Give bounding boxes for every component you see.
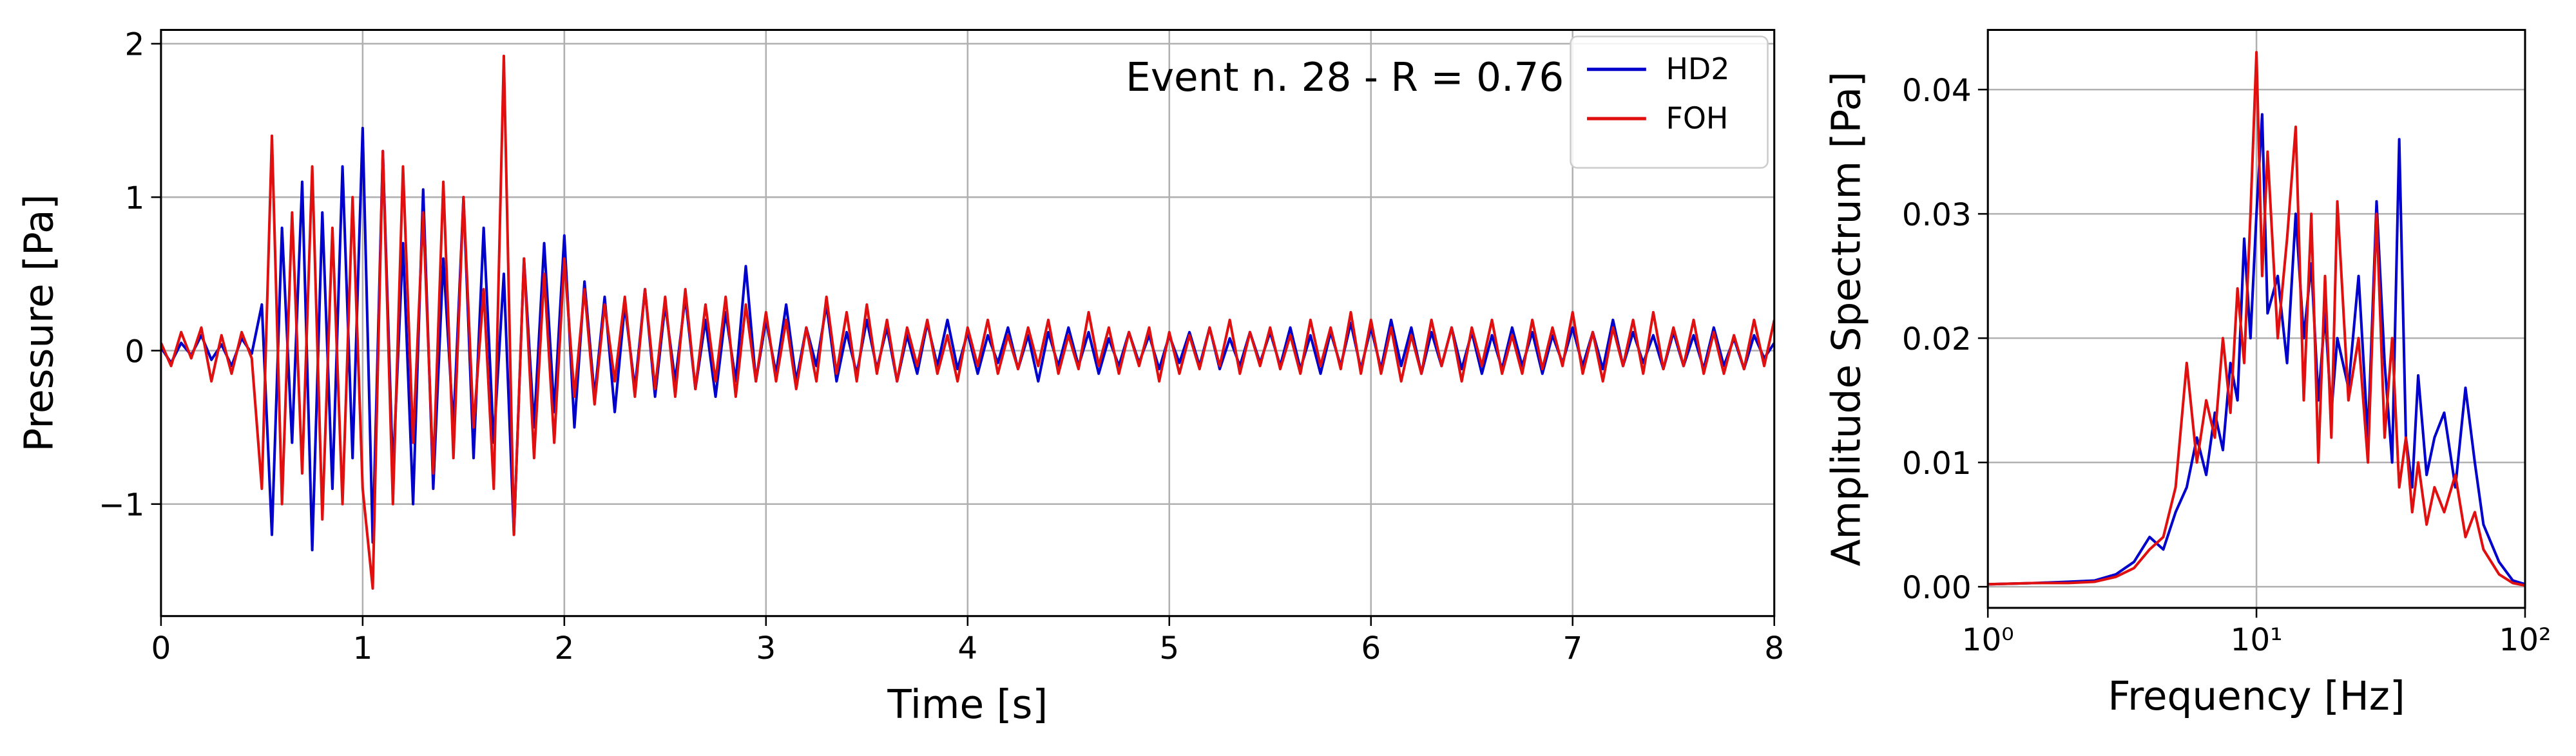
y-axis-label: Pressure [Pa] bbox=[17, 194, 62, 452]
data-line bbox=[1988, 51, 2525, 587]
x-tick-label: 4 bbox=[957, 630, 977, 666]
x-tick-label: 7 bbox=[1562, 630, 1582, 666]
x-tick-label: 10⁰ bbox=[1962, 622, 2014, 658]
x-axis-label: Frequency [Hz] bbox=[2108, 674, 2405, 719]
x-tick-label: 10² bbox=[2499, 622, 2551, 658]
x-tick-label: 3 bbox=[756, 630, 776, 666]
y-tick-label: 0.01 bbox=[1902, 446, 1972, 482]
y-tick-label: 0.04 bbox=[1902, 73, 1972, 109]
x-tick-label: 6 bbox=[1361, 630, 1381, 666]
axes-frame bbox=[1986, 28, 2526, 609]
annotation: Event n. 28 - R = 0.76 bbox=[1126, 55, 1564, 100]
y-tick-label: 0.02 bbox=[1902, 321, 1972, 357]
x-tick-label: 8 bbox=[1764, 630, 1784, 666]
x-axis-label: Time [s] bbox=[887, 682, 1048, 728]
y-tick-label: 0.00 bbox=[1902, 570, 1972, 606]
y-tick-label: 0.03 bbox=[1902, 197, 1972, 233]
x-tick-label: 2 bbox=[554, 630, 574, 666]
x-tick-label: 10¹ bbox=[2231, 622, 2283, 658]
legend-label: HD2 bbox=[1666, 52, 1729, 86]
y-tick-label: −1 bbox=[99, 487, 144, 524]
legend-label: FOH bbox=[1666, 100, 1728, 135]
x-tick-label: 5 bbox=[1159, 630, 1179, 666]
x-tick-label: 1 bbox=[352, 630, 372, 666]
y-tick-label: 2 bbox=[125, 27, 145, 63]
y-tick-label: 0 bbox=[125, 334, 145, 370]
y-tick-label: 1 bbox=[125, 180, 145, 216]
x-tick-label: 0 bbox=[151, 630, 171, 666]
y-axis-label: Amplitude Spectrum [Pa] bbox=[1823, 71, 1869, 566]
axes-frame bbox=[160, 28, 1776, 618]
data-line bbox=[160, 54, 1774, 590]
